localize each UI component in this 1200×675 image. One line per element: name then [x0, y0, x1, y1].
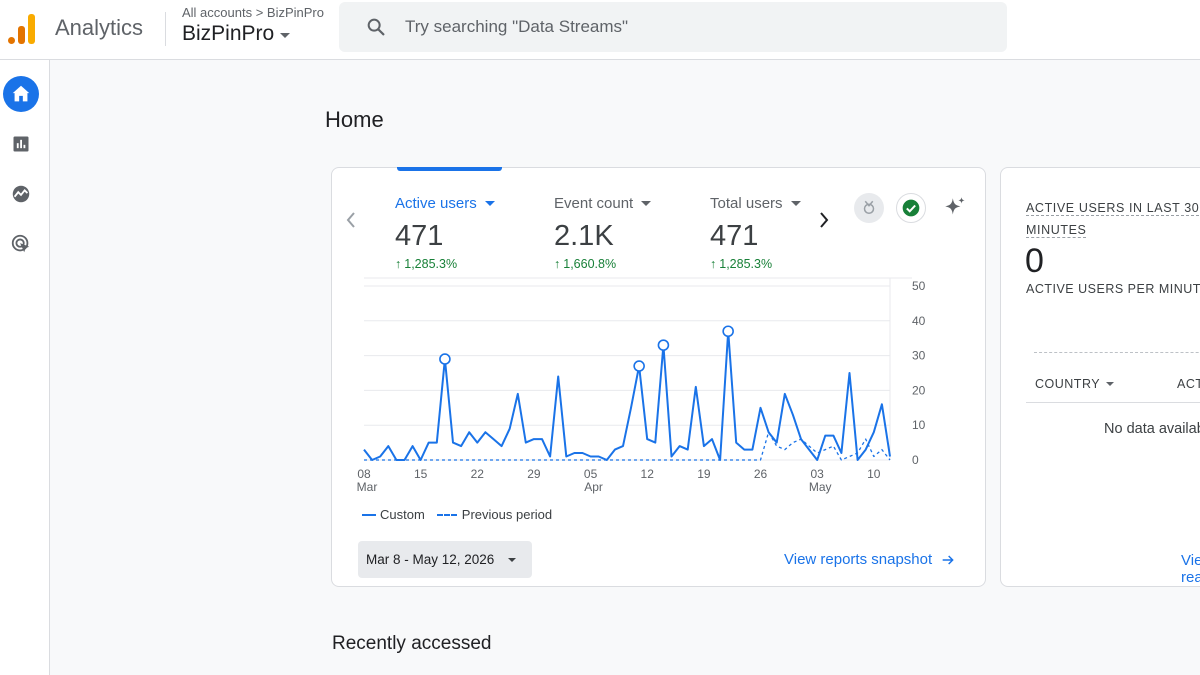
custom-series-line — [363, 330, 891, 461]
y-tick-label: 30 — [912, 349, 926, 363]
nav-home[interactable] — [3, 76, 39, 112]
search-placeholder: Try searching "Data Streams" — [405, 17, 629, 36]
x-tick-month-label: May — [809, 480, 832, 494]
country-column-header[interactable]: COUNTRY — [1035, 377, 1115, 391]
analytics-logo-icon[interactable] — [7, 12, 37, 44]
date-range-picker[interactable]: Mar 8 - May 12, 2026 — [358, 541, 532, 578]
metric-tab-total-users[interactable]: Total users 471 ↑ 1,285.3% — [710, 194, 801, 271]
explore-icon — [12, 185, 30, 203]
page-title: Home — [325, 107, 384, 132]
y-tick-label: 10 — [912, 418, 926, 432]
account-name: BizPinPro — [182, 22, 275, 45]
legend-solid-swatch — [362, 513, 376, 516]
sparkle-icon[interactable] — [940, 193, 970, 223]
metric-value: 471 — [395, 220, 444, 252]
metric-change: ↑ 1,660.8% — [554, 257, 617, 271]
realtime-sparkline-baseline — [1034, 352, 1200, 353]
x-tick-label: 29 — [527, 467, 541, 481]
metric-value: 471 — [710, 220, 759, 252]
metric-tab-active-users[interactable]: Active users 471 ↑ 1,285.3% — [395, 194, 495, 271]
dropdown-arrow-icon — [484, 200, 495, 206]
chevron-left-icon[interactable] — [341, 208, 361, 232]
view-realtime-link[interactable]: View realtime — [1181, 552, 1200, 586]
arrow-right-icon — [942, 554, 954, 565]
arrow-up-icon: ↑ — [710, 257, 717, 271]
realtime-value: 0 — [1025, 242, 1044, 280]
metric-label: Active users — [395, 194, 477, 212]
x-tick-label: 03 — [810, 467, 824, 481]
left-nav-rail — [0, 60, 50, 675]
metric-label: Total users — [710, 194, 783, 212]
peak-marker — [657, 339, 670, 351]
y-tick-label: 20 — [912, 383, 926, 397]
metric-change: ↑ 1,285.3% — [710, 257, 773, 271]
y-tick-label: 40 — [912, 314, 926, 328]
x-tick-label: 22 — [471, 467, 485, 481]
x-tick-label: 26 — [754, 467, 768, 481]
advertising-icon — [11, 234, 30, 253]
dropdown-arrow-icon — [790, 200, 801, 206]
reports-icon — [13, 136, 29, 152]
dropdown-arrow-icon — [508, 557, 517, 562]
peak-marker — [722, 325, 734, 338]
arrow-up-icon: ↑ — [395, 257, 402, 271]
recently-accessed-heading: Recently accessed — [332, 633, 492, 654]
nav-reports[interactable] — [3, 126, 39, 162]
caret-down-icon — [280, 33, 291, 38]
x-tick-month-label: Apr — [584, 480, 603, 494]
x-tick-label: 19 — [697, 467, 711, 481]
search-icon — [367, 18, 385, 36]
selected-tab-indicator — [397, 167, 502, 171]
peak-marker — [633, 360, 645, 372]
table-divider — [1026, 402, 1200, 403]
metric-tab-event-count[interactable]: Event count 2.1K ↑ 1,660.8% — [554, 194, 652, 271]
chart-legend: Custom Previous period — [362, 507, 552, 522]
peak-marker — [439, 353, 451, 365]
x-tick-label: 12 — [641, 467, 655, 481]
dropdown-arrow-icon — [1106, 382, 1115, 386]
view-reports-snapshot-link[interactable]: View reports snapshot — [784, 551, 956, 568]
realtime-title[interactable]: ACTIVE USERS IN LAST 30 MINUTES — [1026, 201, 1200, 238]
x-tick-month-label: Mar — [357, 480, 378, 494]
account-picker[interactable]: BizPinPro — [182, 22, 291, 46]
chevron-right-icon[interactable] — [814, 208, 834, 232]
x-tick-label: 15 — [414, 467, 428, 481]
y-tick-label: 50 — [912, 279, 926, 293]
realtime-subtitle: ACTIVE USERS PER MINUTE — [1026, 282, 1200, 296]
realtime-card: ACTIVE USERS IN LAST 30 MINUTES 0 ACTIVE… — [1000, 167, 1200, 587]
arrow-up-icon: ↑ — [554, 257, 561, 271]
active-users-column-header: ACTIVE USERS — [1177, 377, 1200, 391]
metric-label: Event count — [554, 194, 634, 212]
legend-custom-label: Custom — [380, 507, 425, 522]
nav-explore[interactable] — [3, 176, 39, 212]
previous-period-series-line — [364, 431, 891, 461]
nav-advertising[interactable] — [3, 226, 39, 262]
x-tick-label: 05 — [584, 467, 598, 481]
breadcrumb[interactable]: All accounts > BizPinPro — [182, 5, 324, 20]
legend-previous-label: Previous period — [461, 507, 553, 522]
date-range-label: Mar 8 - May 12, 2026 — [366, 552, 495, 567]
y-tick-label: 0 — [912, 453, 919, 467]
check-circle-icon[interactable] — [896, 193, 926, 223]
metric-change: ↑ 1,285.3% — [395, 257, 458, 271]
top-app-bar: Analytics All accounts > BizPinPro BizPi… — [0, 0, 1200, 60]
snapshot-link-label: View reports snapshot — [784, 551, 933, 568]
no-data-message: No data available — [1104, 421, 1200, 437]
app-name: Analytics — [55, 15, 144, 40]
search-bar[interactable]: Try searching "Data Streams" — [339, 2, 1007, 52]
home-icon — [12, 85, 30, 102]
x-tick-label: 10 — [867, 467, 881, 481]
overview-card: Active users 471 ↑ 1,285.3% Event count 2… — [331, 167, 986, 587]
dropdown-arrow-icon — [641, 200, 652, 206]
legend-dashed-swatch — [436, 513, 457, 516]
header-divider — [165, 12, 166, 46]
x-tick-label: 08 — [357, 467, 371, 481]
metric-value: 2.1K — [554, 220, 614, 252]
insights-badge-icon[interactable] — [854, 193, 884, 223]
